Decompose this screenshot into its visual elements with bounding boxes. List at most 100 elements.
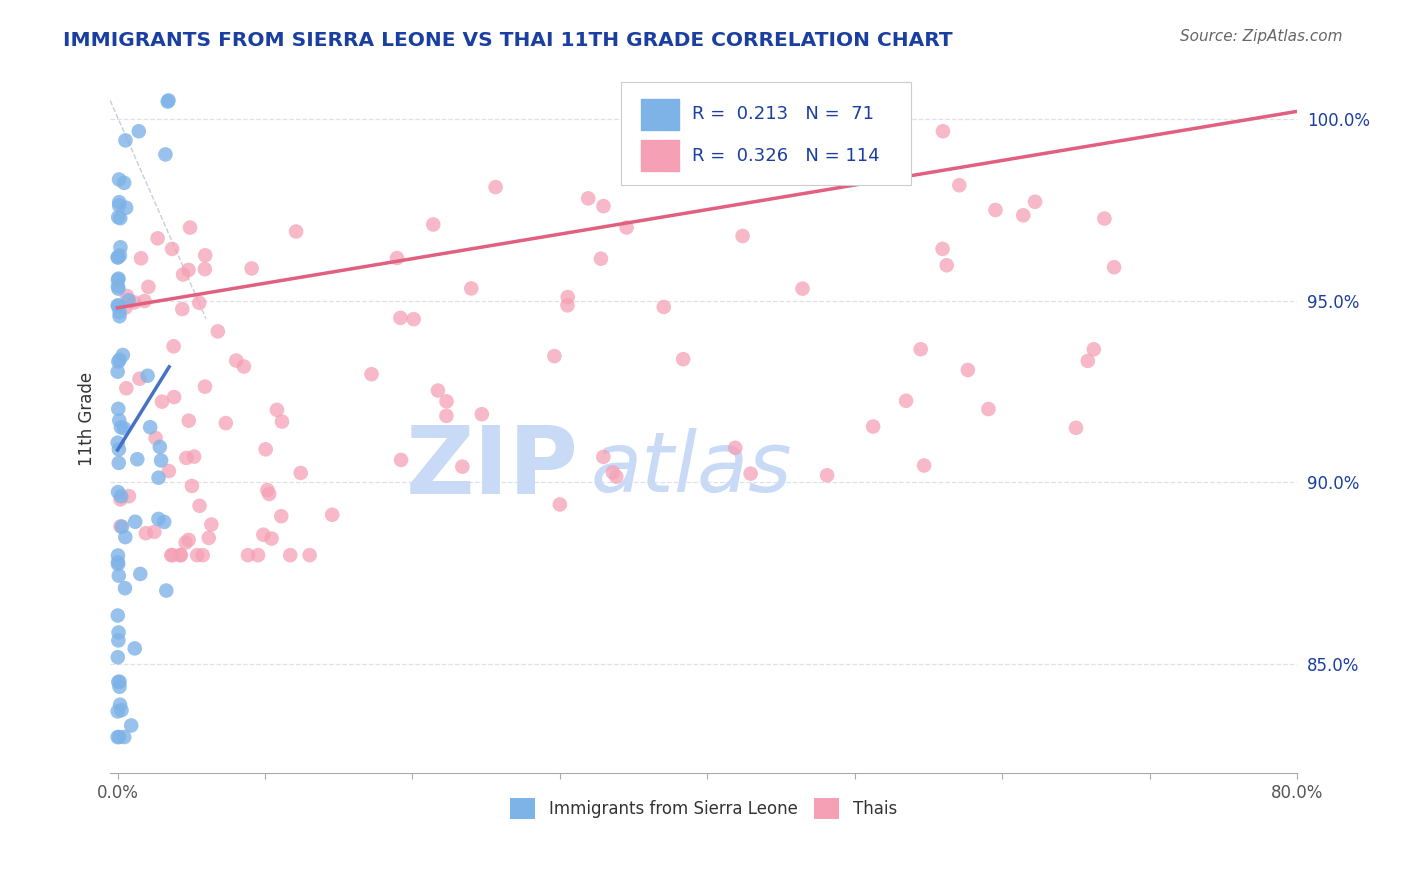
Point bbox=[177, 414, 200, 428]
Point bbox=[129, 252, 152, 266]
Point bbox=[270, 509, 292, 524]
Point bbox=[181, 479, 204, 493]
Point bbox=[321, 508, 343, 522]
Point bbox=[107, 730, 129, 744]
Point bbox=[862, 419, 884, 434]
Point bbox=[108, 698, 131, 712]
Point bbox=[129, 566, 152, 581]
Point bbox=[143, 524, 166, 539]
Point bbox=[194, 379, 217, 393]
Point bbox=[111, 520, 134, 534]
Point bbox=[240, 261, 263, 276]
Point bbox=[290, 466, 312, 480]
Point bbox=[1083, 343, 1105, 357]
Point bbox=[114, 133, 136, 147]
Point bbox=[912, 458, 935, 473]
Point bbox=[107, 435, 129, 450]
Point bbox=[108, 305, 131, 319]
Point bbox=[807, 151, 830, 165]
Point bbox=[1012, 208, 1035, 222]
Point bbox=[172, 268, 194, 282]
Point bbox=[1064, 421, 1087, 435]
Point bbox=[984, 202, 1007, 217]
Point bbox=[155, 583, 177, 598]
Point bbox=[172, 301, 194, 316]
Point bbox=[215, 416, 238, 430]
Point bbox=[120, 718, 142, 732]
Point bbox=[385, 251, 408, 265]
Point bbox=[107, 299, 129, 313]
Point bbox=[124, 515, 146, 529]
Point bbox=[194, 248, 217, 262]
Point bbox=[108, 568, 131, 582]
Point bbox=[110, 240, 132, 254]
Legend: Immigrants from Sierra Leone, Thais: Immigrants from Sierra Leone, Thais bbox=[503, 792, 904, 825]
Point bbox=[148, 512, 170, 526]
Point bbox=[548, 498, 571, 512]
Point bbox=[194, 262, 217, 277]
Point bbox=[107, 485, 129, 500]
Point bbox=[128, 124, 150, 138]
Point bbox=[170, 548, 193, 562]
Point bbox=[948, 178, 970, 193]
Point bbox=[484, 180, 506, 194]
FancyBboxPatch shape bbox=[620, 82, 911, 185]
Point bbox=[652, 300, 675, 314]
Point bbox=[1077, 354, 1099, 368]
Point bbox=[162, 548, 184, 562]
Point bbox=[935, 258, 957, 272]
Point bbox=[163, 390, 186, 404]
Point bbox=[724, 441, 747, 455]
Point bbox=[108, 249, 131, 263]
Point bbox=[146, 231, 169, 245]
Point bbox=[285, 225, 308, 239]
Point bbox=[460, 281, 482, 295]
Point bbox=[174, 535, 197, 549]
Y-axis label: 11th Grade: 11th Grade bbox=[79, 372, 96, 466]
Point bbox=[169, 548, 191, 562]
Point bbox=[592, 199, 614, 213]
Point bbox=[436, 394, 458, 409]
Point bbox=[426, 384, 449, 398]
Point bbox=[107, 271, 129, 285]
Point bbox=[135, 526, 157, 541]
Point bbox=[124, 295, 146, 310]
Point bbox=[557, 290, 579, 304]
Point bbox=[112, 421, 135, 435]
Point bbox=[155, 147, 177, 161]
Point bbox=[107, 251, 129, 265]
Point bbox=[186, 548, 208, 562]
Point bbox=[128, 372, 150, 386]
Point bbox=[107, 279, 129, 293]
Point bbox=[731, 229, 754, 244]
Point bbox=[592, 450, 614, 464]
Point bbox=[153, 515, 176, 529]
Point bbox=[434, 409, 457, 423]
Point bbox=[134, 293, 156, 308]
Point bbox=[956, 363, 979, 377]
Point bbox=[150, 453, 173, 467]
Point bbox=[792, 282, 814, 296]
Point bbox=[616, 220, 638, 235]
Point bbox=[191, 548, 214, 562]
Point bbox=[225, 353, 247, 368]
Point bbox=[200, 517, 222, 532]
Point bbox=[422, 218, 444, 232]
Point bbox=[148, 471, 170, 485]
Point bbox=[107, 354, 129, 368]
Point bbox=[112, 730, 135, 744]
Point bbox=[107, 549, 129, 563]
Point bbox=[114, 530, 136, 544]
Point bbox=[932, 124, 955, 138]
Point bbox=[589, 252, 612, 266]
Point bbox=[188, 499, 211, 513]
Point bbox=[156, 95, 179, 109]
Point bbox=[112, 176, 135, 190]
Point bbox=[360, 368, 382, 382]
Point bbox=[108, 674, 131, 689]
Point bbox=[931, 242, 953, 256]
Point bbox=[402, 312, 425, 326]
Point bbox=[266, 403, 288, 417]
Point bbox=[108, 413, 131, 427]
Point bbox=[108, 352, 131, 367]
